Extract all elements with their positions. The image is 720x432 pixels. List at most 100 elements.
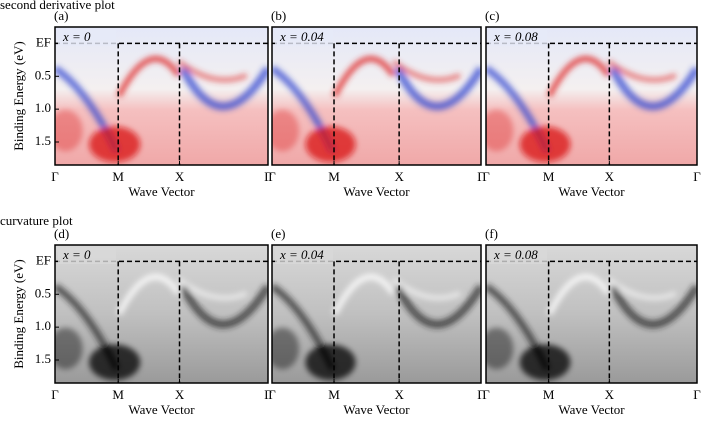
- x-axis-label: Wave Vector: [343, 402, 410, 417]
- title-backdrop: [489, 248, 547, 264]
- band: [332, 273, 396, 316]
- x-axis-label: Wave Vector: [558, 184, 625, 199]
- band: [179, 284, 268, 329]
- x-tick-label: M: [543, 387, 555, 402]
- band: [391, 59, 462, 83]
- x-axis-label: Wave Vector: [128, 402, 195, 417]
- image-features: [55, 273, 268, 381]
- band: [391, 277, 462, 301]
- x-tick-label: Γ: [482, 169, 490, 184]
- y-tick-label: 1.5: [35, 133, 51, 148]
- x-tick-label: Γ: [693, 387, 701, 402]
- x-tick-label: M: [328, 387, 340, 402]
- band: [606, 59, 677, 83]
- panel-title: x = 0.04: [279, 247, 324, 262]
- section-title: second derivative plot: [0, 0, 115, 12]
- band: [179, 66, 268, 111]
- panel-title: x = 0: [62, 29, 91, 44]
- panel-title: x = 0: [62, 247, 91, 262]
- x-tick-label: X: [175, 387, 185, 402]
- image-features: [486, 273, 697, 381]
- panel-label: (f): [485, 226, 498, 241]
- y-tick-label: 0.5: [35, 67, 51, 82]
- band: [609, 284, 697, 329]
- intensity-blob: [305, 126, 356, 163]
- intensity-blob: [486, 109, 514, 152]
- intensity-blob: [519, 126, 571, 163]
- y-tick-label: 0.5: [35, 285, 51, 300]
- x-tick-label: Γ: [264, 387, 272, 402]
- intensity-blob: [55, 109, 83, 152]
- intensity-blob: [519, 344, 571, 381]
- y-tick-label: 1.0: [35, 318, 51, 333]
- image-features: [272, 55, 481, 163]
- x-tick-label: Γ: [477, 387, 485, 402]
- frame: [271, 244, 482, 384]
- band: [116, 273, 182, 316]
- x-tick-label: M: [112, 169, 124, 184]
- spectrum-image: [272, 245, 481, 383]
- x-tick-label: X: [394, 387, 404, 402]
- panel-label: (b): [271, 8, 286, 23]
- intensity-blob: [486, 327, 514, 370]
- band: [546, 273, 611, 316]
- image-features: [55, 55, 268, 163]
- intensity-blob: [272, 327, 300, 370]
- title-backdrop: [275, 248, 333, 264]
- frame: [485, 26, 698, 166]
- y-tick-label: EF: [36, 34, 51, 49]
- intensity-blob: [89, 126, 141, 163]
- band: [177, 59, 248, 83]
- y-tick-label: 1.0: [35, 100, 51, 115]
- band: [332, 55, 396, 98]
- image-features: [272, 273, 481, 381]
- x-tick-label: Γ: [268, 387, 276, 402]
- band: [546, 55, 611, 98]
- frame: [54, 26, 269, 166]
- x-tick-label: Γ: [693, 169, 701, 184]
- x-tick-label: X: [605, 169, 615, 184]
- band: [393, 66, 481, 111]
- x-tick-label: Γ: [268, 169, 276, 184]
- x-tick-label: Γ: [264, 169, 272, 184]
- panel-label: (e): [271, 226, 285, 241]
- panel-label: (a): [54, 8, 68, 23]
- x-axis-label: Wave Vector: [128, 184, 195, 199]
- frame: [54, 244, 269, 384]
- y-tick-label: EF: [36, 252, 51, 267]
- y-tick-label: 1.5: [35, 351, 51, 366]
- band: [177, 277, 248, 301]
- title-backdrop: [489, 30, 547, 46]
- panel-title: x = 0.08: [493, 247, 538, 262]
- panel-title: x = 0.04: [279, 29, 324, 44]
- panel-title: x = 0.08: [493, 29, 538, 44]
- x-axis-label: Wave Vector: [558, 402, 625, 417]
- intensity-blob: [89, 344, 141, 381]
- image-features: [486, 55, 697, 163]
- panel-label: (d): [54, 226, 69, 241]
- section-title: curvature plot: [0, 213, 73, 228]
- intensity-blob: [55, 327, 83, 370]
- spectrum-image: [55, 245, 268, 383]
- x-tick-label: M: [328, 169, 340, 184]
- band: [606, 277, 677, 301]
- frame: [271, 26, 482, 166]
- x-tick-label: Γ: [51, 169, 59, 184]
- spectrum-image: [486, 27, 697, 165]
- spectrum-image: [272, 27, 481, 165]
- title-backdrop: [275, 30, 333, 46]
- band: [116, 55, 182, 98]
- x-tick-label: X: [394, 169, 404, 184]
- title-backdrop: [58, 248, 116, 264]
- panel-label: (c): [485, 8, 499, 23]
- x-tick-label: X: [605, 387, 615, 402]
- spectrum-image: [486, 245, 697, 383]
- title-backdrop: [58, 30, 116, 46]
- x-tick-label: Γ: [477, 169, 485, 184]
- x-tick-label: X: [175, 169, 185, 184]
- spectrum-image: [55, 27, 268, 165]
- x-tick-label: M: [543, 169, 555, 184]
- intensity-blob: [272, 109, 300, 152]
- x-tick-label: Γ: [51, 387, 59, 402]
